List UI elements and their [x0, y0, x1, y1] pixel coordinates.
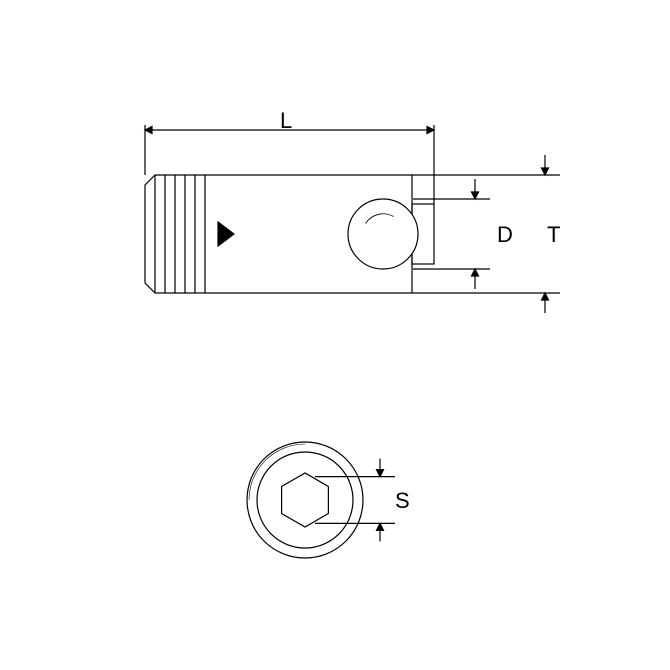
label-length: L	[280, 108, 292, 134]
label-thread-diameter: T	[547, 222, 560, 248]
label-ball-diameter: D	[497, 222, 513, 248]
label-socket-size: S	[395, 488, 410, 514]
technical-drawing	[0, 0, 670, 670]
